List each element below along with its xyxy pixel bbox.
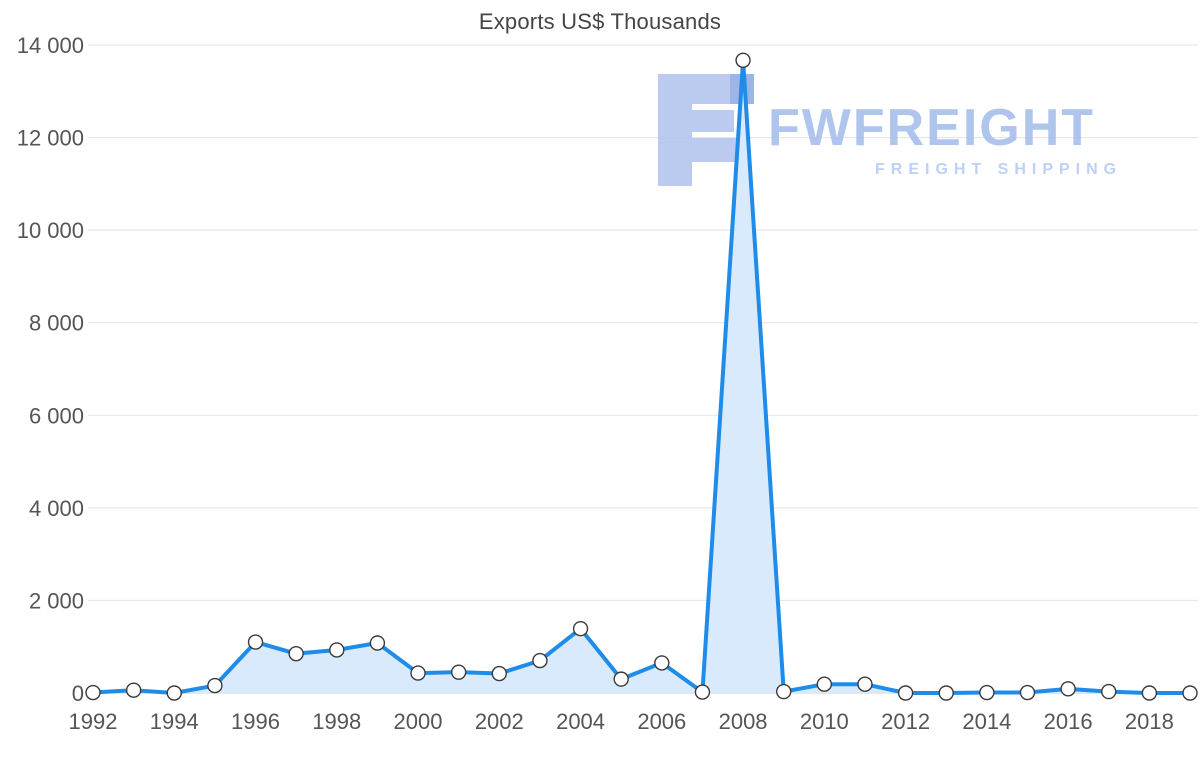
series-line <box>91 58 1192 695</box>
x-tick-label: 1998 <box>312 709 361 734</box>
data-point-marker[interactable] <box>979 684 995 701</box>
data-point-marker[interactable] <box>329 642 345 658</box>
x-tick-label: 1996 <box>231 709 280 734</box>
data-point-marker[interactable] <box>85 684 101 701</box>
watermark-logo <box>658 110 734 132</box>
data-point-marker[interactable] <box>1101 683 1117 700</box>
data-point-marker[interactable] <box>654 655 670 671</box>
data-point-marker[interactable] <box>776 683 792 700</box>
x-tick-label: 1994 <box>150 709 199 734</box>
data-point-marker[interactable] <box>857 676 873 692</box>
x-tick-label: 1992 <box>69 709 118 734</box>
data-point-marker[interactable] <box>1182 685 1198 701</box>
y-tick-label: 8 000 <box>29 311 84 336</box>
x-tick-label: 2002 <box>475 709 524 734</box>
x-tick-label: 2008 <box>719 709 768 734</box>
y-tick-label: 6 000 <box>29 403 84 428</box>
watermark-tagline: FREIGHT SHIPPING <box>875 161 1122 178</box>
y-tick-label: 12 000 <box>17 126 84 151</box>
x-tick-label: 2014 <box>962 709 1011 734</box>
data-point-marker[interactable] <box>166 685 182 701</box>
data-point-marker[interactable] <box>694 684 711 700</box>
x-tick-label: 2006 <box>637 709 686 734</box>
x-tick-label: 2018 <box>1125 709 1174 734</box>
data-point-marker[interactable] <box>897 685 914 701</box>
x-tick-label: 2016 <box>1044 709 1093 734</box>
watermark-brand: FWFREIGHT <box>768 99 1095 157</box>
y-tick-label: 2 000 <box>29 588 84 613</box>
data-point-marker[interactable] <box>1019 684 1036 701</box>
data-point-marker[interactable] <box>247 634 264 650</box>
y-tick-label: 10 000 <box>17 218 84 243</box>
x-tick-label: 2010 <box>800 709 849 734</box>
y-tick-label: 0 <box>72 681 84 706</box>
chart-title: Exports US$ Thousands <box>478 9 722 34</box>
data-point-marker[interactable] <box>1060 681 1076 697</box>
watermark: FWFREIGHT FREIGHT SHIPPING <box>658 74 1122 186</box>
x-tick-label: 2004 <box>556 709 605 734</box>
x-tick-label: 2012 <box>881 709 930 734</box>
y-tick-label: 4 000 <box>29 496 84 521</box>
data-point-marker[interactable] <box>572 620 589 637</box>
data-point-marker[interactable] <box>125 682 142 698</box>
data-point-marker[interactable] <box>491 665 507 682</box>
data-point-marker[interactable] <box>1141 685 1158 701</box>
data-point-marker[interactable] <box>410 665 426 681</box>
data-point-marker[interactable] <box>938 685 954 701</box>
data-point-marker[interactable] <box>816 676 833 692</box>
data-point-marker[interactable] <box>735 52 751 68</box>
y-tick-label: 14 000 <box>17 33 84 58</box>
data-point-marker[interactable] <box>532 652 548 669</box>
data-point-marker[interactable] <box>207 677 223 694</box>
watermark-logo <box>658 138 748 162</box>
data-point-marker[interactable] <box>369 635 386 651</box>
data-point-marker[interactable] <box>288 645 304 662</box>
data-point-marker[interactable] <box>613 671 629 687</box>
x-tick-label: 2000 <box>394 709 443 734</box>
data-point-marker[interactable] <box>450 664 467 680</box>
